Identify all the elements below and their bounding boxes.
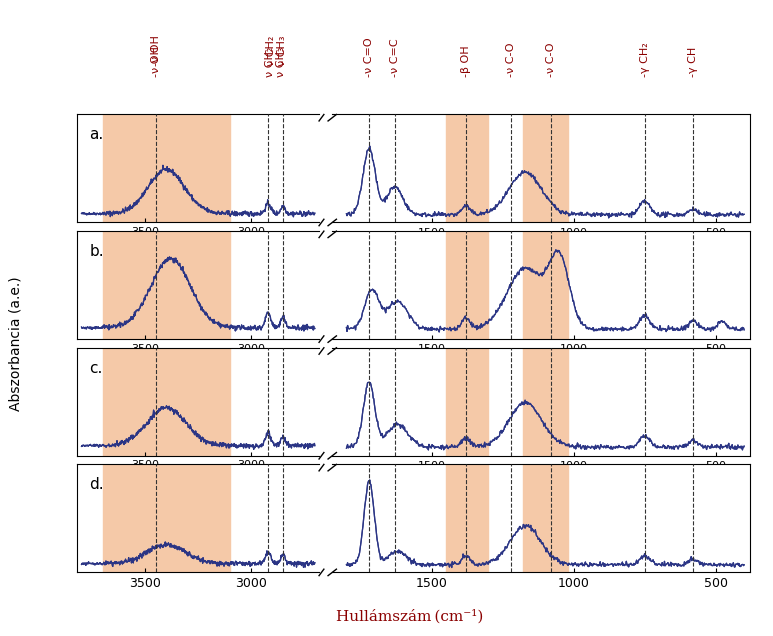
Bar [103,114,230,223]
Text: 3000: 3000 [237,343,265,354]
Text: 1000: 1000 [560,228,587,238]
Text: -γ CH₂: -γ CH₂ [640,42,650,77]
Text: c.: c. [90,361,103,376]
Text: 3500: 3500 [131,460,159,470]
Text: -ν C=C: -ν C=C [390,38,400,77]
Text: 1500: 1500 [417,344,446,354]
Text: -β OH: -β OH [461,45,471,77]
Text: -ν OH: -ν OH [151,46,161,77]
Bar [523,348,568,456]
Bar [103,348,230,456]
Bar [446,348,489,456]
Text: 1000: 1000 [560,461,587,471]
Bar [446,114,489,223]
Bar [523,464,568,572]
Text: d.: d. [90,478,104,492]
Bar [523,231,568,339]
Text: 3500: 3500 [131,343,159,354]
Bar [103,464,230,572]
Text: 1000: 1000 [560,344,587,354]
Text: -ν C-O: -ν C-O [506,42,516,77]
Bar [103,231,230,339]
Text: Hullámszám (cm⁻¹): Hullámszám (cm⁻¹) [336,609,483,623]
Text: 1500: 1500 [417,228,446,238]
Bar [446,231,489,339]
Text: ν CH₂
ν CH₃: ν CH₂ ν CH₃ [265,46,286,77]
Text: 500: 500 [705,344,726,354]
Text: -ν C=O: -ν C=O [364,37,374,77]
Bar [523,114,568,223]
Text: -ν C-O: -ν C-O [546,42,556,77]
Text: ν CH₂
ν CH₃: ν CH₂ ν CH₃ [266,36,288,66]
Text: -ν OH: -ν OH [151,35,161,66]
Text: a.: a. [90,127,104,142]
Text: -γ CH: -γ CH [688,46,698,77]
Text: b.: b. [90,244,104,259]
Text: Abszorbancia (a.e.): Abszorbancia (a.e.) [9,276,22,411]
Text: 500: 500 [705,228,726,238]
Text: 3500: 3500 [131,227,159,237]
Text: 1500: 1500 [417,461,446,471]
Bar [446,464,489,572]
Text: 500: 500 [705,461,726,471]
Text: 3000: 3000 [237,460,265,470]
Text: 3000: 3000 [237,227,265,237]
